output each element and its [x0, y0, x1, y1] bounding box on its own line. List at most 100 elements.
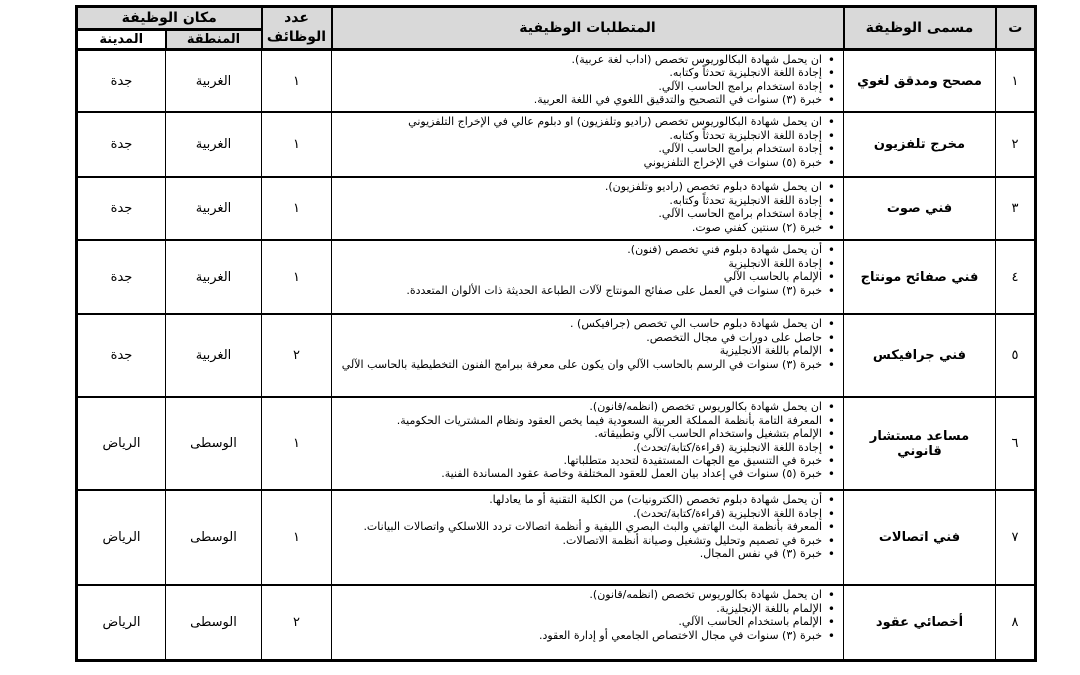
row-index-cell: ٧ [995, 489, 1036, 586]
requirement-item: الإلمام بتشغيل واستخدام الحاسب الآلي وتط… [336, 427, 837, 442]
requirements-list: ان يحمل شهادة البكالوريوس تخصص (راديو وت… [336, 115, 837, 171]
header-vacancies-line1: عدد [284, 10, 309, 26]
requirements-cell: ان يحمل شهادة البكالوريوس تخصص (راديو وت… [331, 111, 844, 178]
requirements-list: ان يحمل شهادة دبلوم تخصص (راديو وتلفزيون… [336, 180, 837, 236]
job-title-cell: مصحح ومدقق لغوي [843, 48, 996, 113]
requirement-item: خبرة (٣) سنوات في مجال الاختصاص الجامعي … [336, 629, 837, 644]
table-row: ٤ فني صفائح مونتاج أن يحمل شهادة دبلوم ف… [75, 239, 1036, 315]
requirement-item: خبرة (٥) سنوات في إعداد بيان العمل للعقو… [336, 467, 837, 482]
requirement-item: ان يحمل شهادة بكالوريوس تخصص (انظمه/قانو… [336, 400, 837, 415]
table-row: ٢ مخرج تلفزيون ان يحمل شهادة البكالوريوس… [75, 111, 1036, 178]
table-row: ٨ أخصائي عقود ان يحمل شهادة بكالوريوس تخ… [75, 584, 1036, 661]
table-body: ١ مصحح ومدقق لغوي ان يحمل شهادة البكالور… [75, 48, 1036, 661]
requirement-item: أن يحمل شهادة دبلوم فني تخصص (فنون). [336, 243, 837, 258]
vacancies-cell: ١ [261, 489, 332, 586]
requirements-cell: أن يحمل شهادة دبلوم تخصص (الكترونيات) من… [331, 489, 844, 586]
region-cell: الغربية [165, 239, 262, 315]
region-cell: الوسطى [165, 489, 262, 586]
requirement-item: الإلمام بالحاسب الآلي [336, 270, 837, 285]
city-cell: جدة [75, 239, 167, 315]
requirement-item: أن يحمل شهادة دبلوم تخصص (الكترونيات) من… [336, 493, 837, 508]
region-cell: الوسطى [165, 396, 262, 491]
region-cell: الغربية [165, 48, 262, 113]
city-cell: جدة [75, 111, 167, 178]
vacancies-cell: ١ [261, 396, 332, 491]
requirement-item: خبرة (٣) سنوات في التصحيح والتدقيق اللغو… [336, 93, 837, 108]
job-title-cell: فني جرافيكس [843, 313, 996, 398]
requirement-item: ان يحمل شهادة البكالوريوس تخصص (اداب لغة… [336, 53, 837, 68]
table-row: ٣ فني صوت ان يحمل شهادة دبلوم تخصص (رادي… [75, 176, 1036, 241]
vacancies-cell: ١ [261, 176, 332, 241]
requirements-list: ان يحمل شهادة دبلوم حاسب الي تخصص (جرافي… [336, 317, 837, 373]
requirements-cell: ان يحمل شهادة البكالوريوس تخصص (اداب لغة… [331, 48, 844, 113]
requirement-item: خبرة (٣) سنوات في العمل على صفائح المونت… [336, 284, 837, 299]
city-cell: جدة [75, 313, 167, 398]
header-region: المنطقة [164, 28, 263, 51]
requirements-list: أن يحمل شهادة دبلوم فني تخصص (فنون).إجاد… [336, 243, 837, 299]
requirement-item: إجادة استخدام برامج الحاسب الآلي. [336, 142, 837, 157]
requirement-item: المعرفة التامة بأنظمة المملكة العربية ال… [336, 414, 837, 429]
job-title-cell: فني صوت [843, 176, 996, 241]
requirement-item: المعرفة بأنظمة البث الهاتفي والبث البصري… [336, 520, 837, 535]
requirement-item: إجادة اللغة الانجليزية (قراءة/كتابة/تحدث… [336, 441, 837, 456]
vacancies-cell: ١ [261, 239, 332, 315]
requirement-item: الإلمام باللغة الانجليزية [336, 344, 837, 359]
requirements-cell: ان يحمل شهادة بكالوريوس تخصص (انظمه/قانو… [331, 396, 844, 491]
requirement-item: خبرة (٣) سنوات في الرسم بالحاسب الآلي وا… [336, 358, 837, 373]
requirements-cell: ان يحمل شهادة بكالوريوس تخصص (انظمه/قانو… [331, 584, 844, 661]
header-job-title: مسمى الوظيفة [842, 5, 997, 51]
city-cell: جدة [75, 176, 167, 241]
requirement-item: إجادة استخدام برامج الحاسب الآلي. [336, 207, 837, 222]
requirement-item: ان يحمل شهادة دبلوم حاسب الي تخصص (جرافي… [336, 317, 837, 332]
requirements-cell: ان يحمل شهادة دبلوم تخصص (راديو وتلفزيون… [331, 176, 844, 241]
requirements-cell: أن يحمل شهادة دبلوم فني تخصص (فنون).إجاد… [331, 239, 844, 315]
job-title-cell: أخصائي عقود [843, 584, 996, 661]
jobs-table: ت مسمى الوظيفة المتطلبات الوظيفية عدد ال… [74, 5, 1037, 662]
requirement-item: إجادة اللغة الانجليزية تحدثاً وكتابه. [336, 66, 837, 81]
city-cell: الرياض [75, 489, 167, 586]
requirements-list: ان يحمل شهادة بكالوريوس تخصص (انظمه/قانو… [336, 400, 837, 482]
header-city: المدينة [75, 28, 167, 51]
city-cell: الرياض [75, 396, 167, 491]
table-row: ١ مصحح ومدقق لغوي ان يحمل شهادة البكالور… [75, 48, 1036, 113]
header-requirements: المتطلبات الوظيفية [330, 5, 845, 51]
header-location: مكان الوظيفة [75, 5, 263, 32]
region-cell: الغربية [165, 176, 262, 241]
requirement-item: خبرة (٥) سنوات في الإخراج التلفزيوني [336, 156, 837, 171]
job-title-cell: مخرج تلفزيون [843, 111, 996, 178]
requirements-list: ان يحمل شهادة بكالوريوس تخصص (انظمه/قانو… [336, 588, 837, 644]
job-title-cell: فني اتصالات [843, 489, 996, 586]
table-row: ٧ فني اتصالات أن يحمل شهادة دبلوم تخصص (… [75, 489, 1036, 586]
requirement-item: إجادة استخدام برامج الحاسب الآلي. [336, 80, 837, 95]
requirement-item: ان يحمل شهادة دبلوم تخصص (راديو وتلفزيون… [336, 180, 837, 195]
requirement-item: إجادة اللغة الانجليزية [336, 257, 837, 272]
requirement-item: إجادة اللغة الانجليزية تحدثاً وكتابه. [336, 129, 837, 144]
requirement-item: الإلمام باستخدام الحاسب الآلي. [336, 615, 837, 630]
row-index-cell: ٢ [995, 111, 1036, 178]
vacancies-cell: ١ [261, 48, 332, 113]
row-index-cell: ٦ [995, 396, 1036, 491]
row-index-cell: ٣ [995, 176, 1036, 241]
row-index-cell: ٨ [995, 584, 1036, 661]
requirements-list: أن يحمل شهادة دبلوم تخصص (الكترونيات) من… [336, 493, 837, 562]
job-title-cell: مساعد مستشار قانوني [843, 396, 996, 491]
requirement-item: خبرة في تصميم وتحليل وتشغيل وصيانة أنظمة… [336, 534, 837, 549]
vacancies-cell: ١ [261, 111, 332, 178]
requirement-item: ان يحمل شهادة بكالوريوس تخصص (انظمه/قانو… [336, 588, 837, 603]
table-row: ٥ فني جرافيكس ان يحمل شهادة دبلوم حاسب ا… [75, 313, 1036, 398]
requirement-item: حاصل على دورات في مجال التخصص. [336, 331, 837, 346]
requirement-item: إجادة اللغة الانجليزية تحدثاً وكتابه. [336, 194, 837, 209]
row-index-cell: ٤ [995, 239, 1036, 315]
vacancies-cell: ٢ [261, 313, 332, 398]
requirements-list: ان يحمل شهادة البكالوريوس تخصص (اداب لغة… [336, 53, 837, 108]
city-cell: الرياض [75, 584, 167, 661]
requirement-item: الإلمام باللغة الإنجليزية. [336, 602, 837, 617]
requirements-cell: ان يحمل شهادة دبلوم حاسب الي تخصص (جرافي… [331, 313, 844, 398]
vacancies-cell: ٢ [261, 584, 332, 661]
requirement-item: خبرة في التنسيق مع الجهات المستفيدة لتحد… [336, 454, 837, 469]
row-index-cell: ١ [995, 48, 1036, 113]
requirement-item: خبرة (٢) سنتين كفني صوت. [336, 221, 837, 236]
requirement-item: خبرة (٣) في نفس المجال. [336, 547, 837, 562]
region-cell: الغربية [165, 111, 262, 178]
